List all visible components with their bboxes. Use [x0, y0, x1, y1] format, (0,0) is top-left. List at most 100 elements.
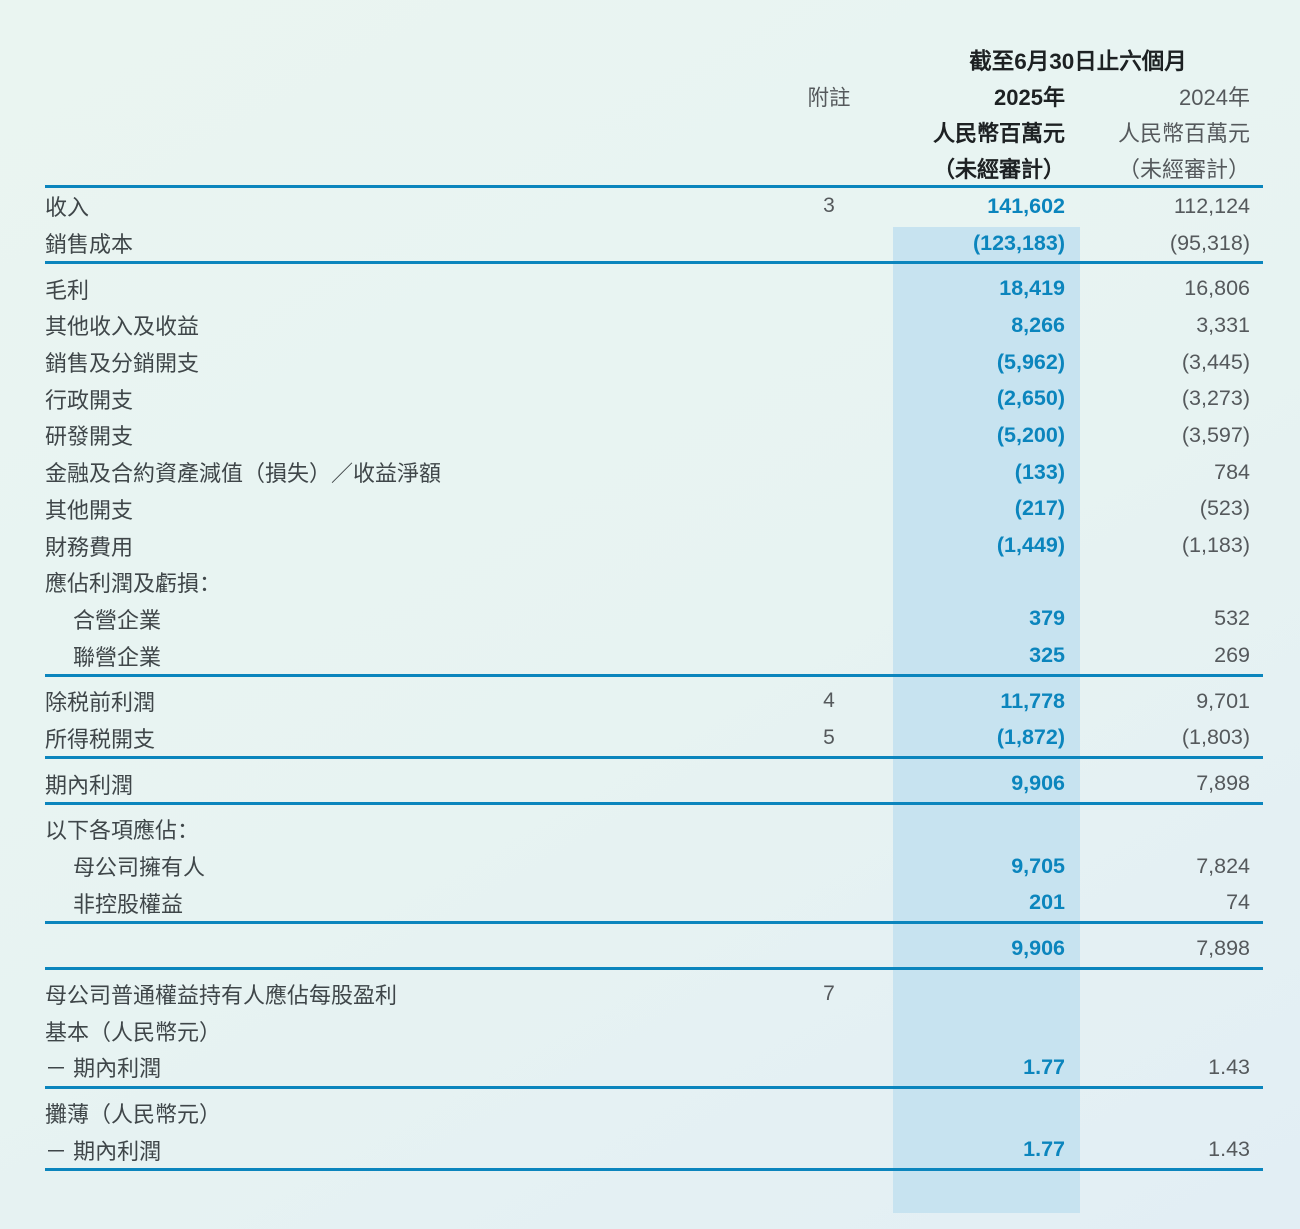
row-label: 母公司擁有人 [73, 855, 206, 881]
table-row: 以下各項應佔： [45, 805, 1263, 848]
row-label: 其他收入及收益 [45, 314, 200, 340]
period-title: 截至6月30日止六個月 [969, 49, 1187, 74]
table-row: 行政開支 (2,650) (3,273) [45, 380, 1263, 417]
row-label: 行政開支 [45, 387, 134, 413]
table-row: 銷售成本 (123,183) (95,318) [45, 225, 1263, 265]
value-2025-cell: 1.77 [1023, 1137, 1065, 1162]
table-row: 財務費用 (1,449) (1,183) [45, 527, 1263, 564]
table-row: 除税前利潤 4 11,778 9,701 [45, 677, 1263, 720]
row-label: 攤薄（人民幣元） [45, 1102, 222, 1128]
row-label: 收入 [45, 195, 90, 221]
income-statement-table: 截至6月30日止六個月 附註 2025年 2024年 人民幣百萬元 人民幣百萬元… [45, 42, 1263, 1172]
table-row: － 期內利潤 1.77 1.43 [45, 1132, 1263, 1172]
row-label: 銷售成本 [45, 232, 134, 258]
value-2025-cell: 141,602 [987, 193, 1065, 218]
value-2024-cell: (95,318) [1169, 230, 1250, 255]
value-2024-cell: 7,824 [1196, 853, 1250, 878]
value-2025-cell: (5,200) [996, 422, 1065, 447]
year-2025-header: 2025年 [994, 85, 1065, 110]
value-2025-cell: 379 [1029, 606, 1065, 631]
note-cell: 5 [823, 725, 835, 749]
notes-column-header: 附註 [807, 85, 851, 110]
row-label: 應佔利潤及虧損： [45, 571, 222, 597]
value-2025-cell: (2,650) [996, 386, 1065, 411]
row-label: 所得税開支 [45, 726, 156, 752]
highlight-column-2025 [893, 227, 1080, 1213]
value-2024-cell: (3,273) [1181, 386, 1250, 411]
row-label: 以下各項應佔： [45, 818, 200, 844]
value-2024-cell: (3,597) [1181, 422, 1250, 447]
table-header: 截至6月30日止六個月 附註 2025年 2024年 人民幣百萬元 人民幣百萬元… [45, 42, 1263, 185]
value-2024-cell: 1.43 [1208, 1137, 1250, 1162]
value-2025-cell: (133) [1014, 459, 1065, 484]
value-2024-cell: 9,701 [1196, 688, 1250, 713]
value-2025-cell: 8,266 [1011, 312, 1065, 337]
table-row: 母公司擁有人 9,705 7,824 [45, 848, 1263, 885]
value-2025-cell: 9,906 [1011, 771, 1065, 796]
row-label: 研發開支 [45, 424, 134, 450]
table-row: － 期內利潤 1.77 1.43 [45, 1049, 1263, 1089]
row-label: 毛利 [45, 277, 90, 303]
value-2025-cell: 18,419 [999, 276, 1065, 301]
value-2024-cell: (523) [1199, 496, 1250, 521]
value-2024-cell: 7,898 [1196, 771, 1250, 796]
value-2025-cell: (123,183) [972, 230, 1065, 255]
table-row: 合營企業 379 532 [45, 601, 1263, 638]
unit-2024-header: 人民幣百萬元 [1117, 121, 1250, 146]
table-row: 期內利潤 9,906 7,898 [45, 759, 1263, 805]
value-2025-cell: 9,705 [1011, 853, 1065, 878]
value-2024-cell: (3,445) [1181, 349, 1250, 374]
row-label: 其他開支 [45, 497, 134, 523]
row-label: 合營企業 [73, 607, 162, 633]
value-2025-cell: 201 [1029, 890, 1065, 915]
table-row: 非控股權益 201 74 [45, 884, 1263, 925]
row-label: 母公司普通權益持有人應佔每股盈利 [45, 983, 398, 1009]
table-row: 所得税開支 5 (1,872) (1,803) [45, 720, 1263, 760]
statement-body: 收入 3 141,602 112,124 銷售成本 (123,183) (95,318) 毛利… [45, 185, 1263, 1172]
value-2024-cell: 74 [1226, 890, 1250, 915]
value-2025-cell: 325 [1029, 643, 1065, 668]
table-row: 銷售及分銷開支 (5,962) (3,445) [45, 344, 1263, 381]
table-row: 金融及合約資產減值（損失）／收益淨額 (133) 784 [45, 454, 1263, 491]
value-2024-cell: 7,898 [1196, 935, 1250, 960]
row-label: 基本（人民幣元） [45, 1019, 222, 1045]
table-row: 其他收入及收益 8,266 3,331 [45, 307, 1263, 344]
table-row: 母公司普通權益持有人應佔每股盈利 7 [45, 970, 1263, 1013]
value-2024-cell: 112,124 [1173, 193, 1250, 218]
value-2024-cell: 3,331 [1196, 312, 1250, 337]
table-row: 收入 3 141,602 112,124 [45, 188, 1263, 225]
table-row: 毛利 18,419 16,806 [45, 264, 1263, 307]
value-2025-cell: (217) [1014, 496, 1065, 521]
value-2024-cell: 16,806 [1184, 276, 1250, 301]
value-2024-cell: 1.43 [1208, 1054, 1250, 1079]
value-2025-cell: (1,872) [996, 725, 1065, 750]
row-label: 金融及合約資產減值（損失）／收益淨額 [45, 461, 442, 487]
row-label: － 期內利潤 [45, 1056, 162, 1082]
table-row: 攤薄（人民幣元） [45, 1089, 1263, 1132]
row-label: 聯營企業 [73, 644, 162, 670]
value-2025-cell: (1,449) [996, 533, 1065, 558]
row-label: 除税前利潤 [45, 690, 156, 716]
table-row: 9,906 7,898 [45, 924, 1263, 970]
value-2024-cell: (1,183) [1181, 533, 1250, 558]
note-cell: 4 [823, 689, 835, 713]
row-label: 非控股權益 [73, 891, 184, 917]
value-2025-cell: (5,962) [996, 349, 1065, 374]
value-2025-cell: 1.77 [1023, 1054, 1065, 1079]
table-row: 聯營企業 325 269 [45, 637, 1263, 677]
value-2024-cell: 269 [1214, 643, 1250, 668]
table-row: 其他開支 (217) (523) [45, 491, 1263, 528]
income-statement-page: { "colors":{ "background":"#e7f3f2", "hi… [0, 42, 1300, 1229]
row-label: － 期內利潤 [45, 1138, 162, 1164]
value-2025-cell: 9,906 [1011, 935, 1065, 960]
value-2024-cell: 784 [1214, 459, 1250, 484]
value-2025-cell: 11,778 [1000, 688, 1065, 713]
value-2024-cell: (1,803) [1181, 725, 1250, 750]
audit-2025-header: （未經審計） [932, 156, 1065, 182]
table-row: 研發開支 (5,200) (3,597) [45, 417, 1263, 454]
note-cell: 7 [823, 982, 835, 1006]
row-label: 銷售及分銷開支 [45, 351, 200, 377]
audit-2024-header: （未經審計） [1117, 156, 1250, 182]
row-label: 期內利潤 [45, 772, 134, 798]
note-cell: 3 [823, 194, 835, 218]
